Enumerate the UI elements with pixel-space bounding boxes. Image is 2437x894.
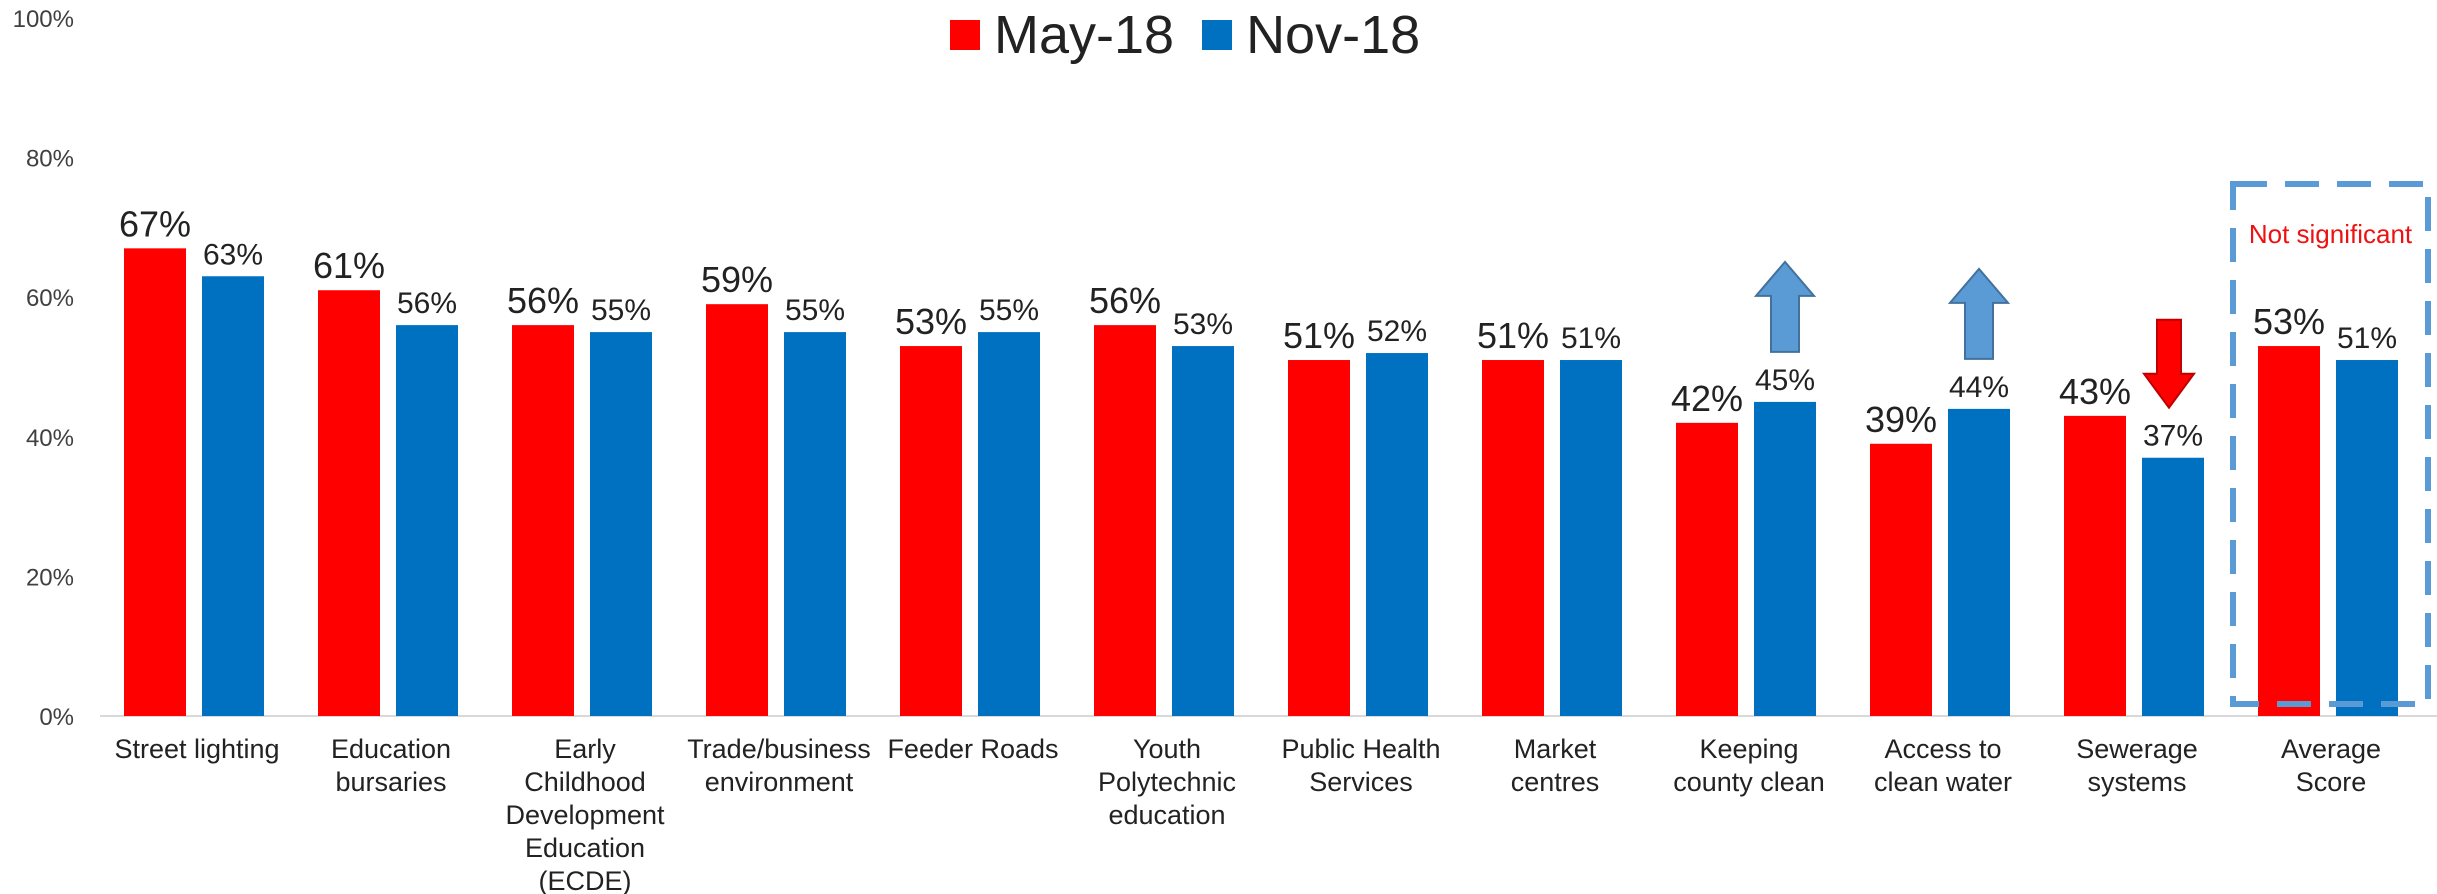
data-label-nov-18-sewerage-systems: 37% — [2143, 420, 2203, 453]
bar-nov-18-average-score — [2336, 360, 2398, 716]
legend-item-may-18: May-18 — [950, 4, 1174, 66]
data-label-nov-18-public-health-services: 52% — [1367, 315, 1427, 348]
legend-item-nov-18: Nov-18 — [1202, 4, 1420, 66]
data-label-nov-18-youth-polytechnic-education: 53% — [1173, 308, 1233, 341]
data-label-nov-18-feeder-roads: 55% — [979, 294, 1039, 327]
bar-may-18-average-score — [2258, 346, 2320, 716]
data-label-may-18-early-childhood-development-education-ecde: 56% — [507, 280, 579, 321]
category-label-trade-business-environment: Trade/business environment — [687, 734, 871, 797]
bar-may-18-access-to-clean-water — [1870, 443, 1932, 716]
bar-may-18-market-centres — [1482, 360, 1544, 716]
up-arrow-icon — [1947, 267, 2011, 360]
category-labels: Street lighting Education bursaries Early Ch… — [114, 734, 2381, 894]
y-axis: 0% 20% 40% 60% 80% 100% — [13, 6, 2437, 731]
bar-nov-18-sewerage-systems — [2142, 457, 2204, 716]
y-tick-label: 20% — [26, 564, 74, 591]
category-label-street-lighting: Street lighting — [114, 734, 279, 764]
category-label-access-to-clean-water: Access to clean water — [1874, 734, 2012, 797]
bar-nov-18-market-centres — [1560, 360, 1622, 716]
y-tick-label: 40% — [26, 425, 74, 452]
category-label-education-bursaries: Education bursaries — [331, 734, 451, 797]
bar-nov-18-early-childhood-development-education-ecde — [590, 332, 652, 716]
bar-may-18-street-lighting — [124, 248, 186, 716]
legend: May-18 Nov-18 — [950, 0, 1420, 70]
data-label-nov-18-keeping-county-clean: 45% — [1755, 364, 1815, 397]
bar-may-18-trade-business-environment — [706, 304, 768, 716]
category-label-youth-polytechnic-education: Youth Polytechnic education — [1098, 734, 1236, 830]
bar-may-18-sewerage-systems — [2064, 415, 2126, 716]
bar-may-18-youth-polytechnic-education — [1094, 325, 1156, 716]
y-tick-label: 80% — [26, 146, 74, 173]
data-labels: 67% 63% 61% 56% 56% 55% 59% 55% 53% 55% 56% 53% 51% 5… — [119, 203, 2397, 452]
category-label-average-score: Average Score — [2281, 734, 2381, 797]
y-tick-label: 60% — [26, 285, 74, 312]
bar-may-18-keeping-county-clean — [1676, 422, 1738, 716]
data-label-nov-18-early-childhood-development-education-ecde: 55% — [591, 294, 651, 327]
bar-nov-18-trade-business-environment — [784, 332, 846, 716]
data-label-may-18-market-centres: 51% — [1477, 315, 1549, 356]
not-significant-label: Not significant — [2249, 219, 2413, 249]
data-label-nov-18-access-to-clean-water: 44% — [1949, 371, 2009, 404]
data-label-nov-18-street-lighting: 63% — [203, 238, 263, 271]
category-label-early-childhood-development-education-ecde: Early Childhood Development Education (ECDE) — [505, 734, 665, 894]
bar-nov-18-keeping-county-clean — [1754, 401, 1816, 716]
data-label-may-18-youth-polytechnic-education: 56% — [1089, 280, 1161, 321]
not-significant-box — [2230, 181, 2431, 707]
bar-may-18-feeder-roads — [900, 346, 962, 716]
legend-label-nov-18: Nov-18 — [1246, 5, 1421, 65]
legend-swatch-may-18 — [950, 20, 980, 50]
data-label-may-18-trade-business-environment: 59% — [701, 259, 773, 300]
bar-nov-18-access-to-clean-water — [1948, 408, 2010, 716]
bars — [124, 248, 2398, 716]
bar-nov-18-education-bursaries — [396, 325, 458, 716]
bar-nov-18-street-lighting — [202, 276, 264, 716]
legend-swatch-nov-18 — [1202, 20, 1233, 50]
y-tick-label: 0% — [39, 704, 74, 731]
annotations: Not significant — [1753, 181, 2431, 707]
category-label-feeder-roads: Feeder Roads — [887, 734, 1058, 764]
data-label-nov-18-education-bursaries: 56% — [397, 287, 457, 320]
data-label-may-18-access-to-clean-water: 39% — [1865, 399, 1937, 440]
down-arrow-icon — [2142, 318, 2196, 410]
data-label-may-18-average-score: 53% — [2253, 301, 2325, 342]
category-label-public-health-services: Public Health Services — [1281, 734, 1440, 797]
data-label-may-18-education-bursaries: 61% — [313, 245, 385, 286]
category-label-market-centres: Market centres — [1511, 734, 1600, 797]
bar-may-18-education-bursaries — [318, 290, 380, 716]
data-label-may-18-feeder-roads: 53% — [895, 301, 967, 342]
bar-nov-18-public-health-services — [1366, 353, 1428, 716]
data-label-nov-18-average-score: 51% — [2337, 322, 2397, 355]
data-label-may-18-street-lighting: 67% — [119, 203, 191, 244]
bar-may-18-public-health-services — [1288, 360, 1350, 716]
legend-label-may-18: May-18 — [994, 5, 1175, 65]
category-label-sewerage-systems: Sewerage systems — [2076, 734, 2198, 797]
data-label-may-18-sewerage-systems: 43% — [2059, 371, 2131, 412]
data-label-may-18-public-health-services: 51% — [1283, 315, 1355, 356]
up-arrow-icon — [1753, 260, 1817, 353]
bar-nov-18-feeder-roads — [978, 332, 1040, 716]
category-label-keeping-county-clean: Keeping county clean — [1673, 734, 1825, 797]
data-label-nov-18-trade-business-environment: 55% — [785, 294, 845, 327]
bar-nov-18-youth-polytechnic-education — [1172, 346, 1234, 716]
y-tick-label: 100% — [13, 6, 74, 33]
bar-may-18-early-childhood-development-education-ecde — [512, 325, 574, 716]
data-label-nov-18-market-centres: 51% — [1561, 322, 1621, 355]
data-label-may-18-keeping-county-clean: 42% — [1671, 378, 1743, 419]
